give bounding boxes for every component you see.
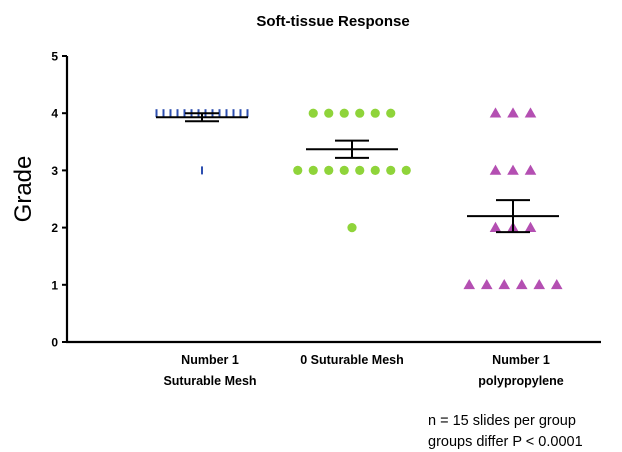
annotation-p: groups differ P < 0.0001: [428, 434, 583, 450]
y-tick-label: 3: [51, 164, 58, 178]
axes: [65, 56, 601, 344]
data-points: [155, 107, 563, 290]
data-point: [524, 221, 537, 232]
data-point: [386, 108, 396, 118]
data-point: [507, 107, 519, 118]
data-point: [489, 164, 502, 175]
data-point: [339, 108, 349, 118]
x-category-label: 0 Suturable Mesh: [300, 353, 404, 367]
y-axis-label: Grade: [10, 156, 37, 223]
data-point: [339, 165, 349, 175]
data-point: [489, 221, 502, 232]
y-tick-label: 2: [51, 221, 58, 235]
annotation-n: n = 15 slides per group: [428, 413, 576, 429]
x-category-label: Number 1: [181, 353, 239, 367]
data-point: [308, 108, 318, 118]
data-point: [324, 165, 334, 175]
y-tick-label: 0: [51, 336, 58, 350]
data-point: [550, 279, 563, 290]
x-category-label: Number 1: [492, 353, 550, 367]
chart-title: Soft-tissue Response: [256, 13, 409, 30]
y-tick-label: 5: [51, 50, 58, 64]
data-point: [308, 165, 318, 175]
data-point: [355, 165, 365, 175]
data-point: [324, 108, 334, 118]
y-ticks: 0 1 2 3 4 5: [51, 50, 67, 350]
data-point: [524, 107, 537, 118]
x-category-labels: Number 1 Suturable Mesh 0 Suturable Mesh Nu…: [163, 353, 563, 388]
data-point: [524, 164, 537, 175]
y-tick-label: 1: [51, 278, 58, 292]
data-point: [386, 165, 396, 175]
data-point: [355, 108, 365, 118]
data-point: [370, 165, 380, 175]
data-point: [498, 279, 511, 290]
data-point: [293, 165, 303, 175]
y-tick-label: 4: [51, 107, 58, 121]
mean-sem-bars: [156, 112, 559, 234]
data-point: [489, 107, 502, 118]
data-point: [507, 164, 519, 175]
data-point: [480, 279, 493, 290]
data-point: [401, 165, 411, 175]
data-point: [347, 223, 357, 233]
x-category-label: Suturable Mesh: [163, 374, 256, 388]
data-point: [515, 279, 528, 290]
data-point: [463, 279, 476, 290]
x-category-label: polypropylene: [478, 374, 563, 388]
data-point: [533, 279, 546, 290]
data-point: [370, 108, 380, 118]
